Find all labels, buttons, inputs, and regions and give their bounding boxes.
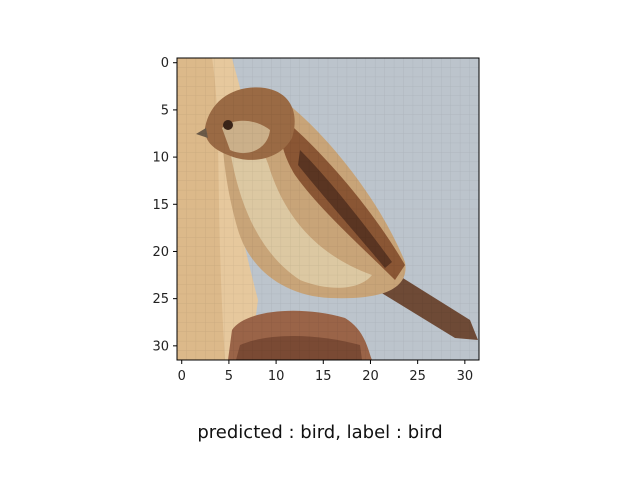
y-tick-label: 0 xyxy=(161,56,169,71)
x-tick-label: 20 xyxy=(362,369,379,384)
x-tick-label: 5 xyxy=(225,369,233,384)
bird-eye xyxy=(223,120,233,130)
y-tick-label: 10 xyxy=(152,151,169,166)
x-axis: 0 5 10 15 20 25 30 xyxy=(178,360,474,384)
x-tick-label: 25 xyxy=(409,369,426,384)
x-tick-label: 0 xyxy=(178,369,186,384)
y-tick-label: 30 xyxy=(152,339,169,354)
y-axis: 0 5 10 15 20 25 30 xyxy=(152,56,177,354)
y-tick-label: 15 xyxy=(152,198,169,213)
bird-cheek xyxy=(222,120,270,154)
x-tick-label: 30 xyxy=(457,369,474,384)
bird-beak xyxy=(196,128,208,138)
y-tick-label: 5 xyxy=(161,103,169,118)
perch-shadow xyxy=(236,335,362,360)
bird-wing-stripe xyxy=(298,150,392,268)
x-tick-label: 10 xyxy=(268,369,285,384)
axes-frame xyxy=(176,57,480,361)
bird-tail xyxy=(380,270,478,340)
prediction-caption: predicted : bird, label : bird xyxy=(197,422,443,443)
bird-image xyxy=(177,58,479,360)
pixel-grid-overlay xyxy=(177,58,479,360)
bird-belly xyxy=(230,144,372,288)
y-tick-label: 25 xyxy=(152,292,169,307)
y-tick-label: 20 xyxy=(152,245,169,260)
x-tick-label: 15 xyxy=(315,369,332,384)
